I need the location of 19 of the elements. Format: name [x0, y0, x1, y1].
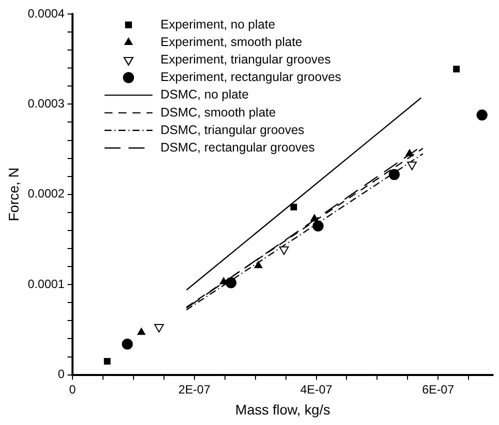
y-tick-label: 0	[58, 367, 65, 382]
legend-label: Experiment, rectangular grooves	[160, 70, 342, 84]
legend-label: Experiment, no plate	[160, 17, 276, 32]
y-tick-label: 0.0004	[28, 6, 65, 20]
y-tick-label: 0.0003	[28, 96, 65, 111]
legend-label: Experiment, smooth plate	[160, 34, 302, 49]
x-tick-label: 0	[69, 382, 76, 396]
x-axis-title: Mass flow, kg/s	[235, 401, 330, 418]
legend-label: DSMC, rectangular grooves	[160, 140, 315, 154]
x-tick-label: 2E-07	[178, 382, 211, 396]
legend-label: DSMC, smooth plate	[160, 105, 276, 120]
legend-label: DSMC, no plate	[160, 88, 249, 102]
y-axis-title: Force, N	[5, 168, 22, 222]
legend-label: DSMC, triangular grooves	[160, 122, 304, 137]
x-tick-label: 6E-07	[422, 382, 454, 396]
y-tick-label: 0.0002	[28, 186, 65, 201]
legend-label: Experiment, triangular grooves	[160, 52, 331, 66]
y-tick-label: 0.0001	[28, 276, 65, 291]
x-tick-label: 4E-07	[300, 382, 333, 396]
